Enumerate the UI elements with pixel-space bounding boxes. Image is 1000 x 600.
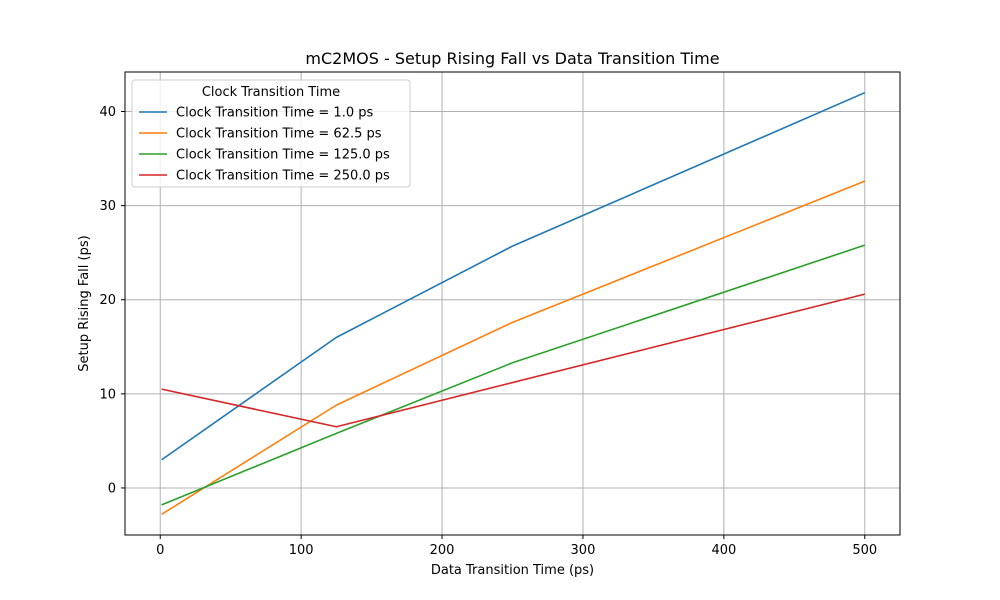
legend-box (131, 79, 411, 188)
series-line (161, 293, 865, 428)
x-tick-label: 300 (571, 543, 596, 558)
series-line (161, 244, 866, 506)
y-tick-label: 20 (99, 293, 116, 308)
plot-frame (124, 71, 901, 536)
y-axis-label: Setup Rising Fall (ps) (77, 235, 92, 371)
y-tick-label: 40 (99, 105, 116, 120)
legend: Clock Transition Time Clock Transition T… (131, 79, 411, 188)
legend-label: Clock Transition Time = 125.0 ps (176, 148, 390, 163)
x-tick-label: 0 (156, 543, 164, 558)
y-tick-label: 10 (99, 387, 116, 402)
x-tick-label: 200 (430, 543, 455, 558)
x-axis-label: Data Transition Time (ps) (431, 563, 594, 578)
series-line (161, 180, 866, 515)
grid (125, 72, 900, 535)
y-tick-label: 0 (108, 481, 116, 496)
x-tick-label: 400 (711, 543, 736, 558)
x-tick-label: 100 (289, 543, 314, 558)
y-tick-label: 30 (99, 199, 116, 214)
legend-label: Clock Transition Time = 62.5 ps (176, 127, 382, 142)
axis-ticks: 0 100 200 300 400 500 0 10 20 30 40 (99, 105, 877, 558)
chart-title: mC2MOS - Setup Rising Fall vs Data Trans… (305, 49, 719, 68)
series-line (161, 91, 866, 461)
legend-title: Clock Transition Time (202, 85, 340, 100)
legend-label: Clock Transition Time = 1.0 ps (176, 106, 373, 121)
x-tick-label: 500 (852, 543, 877, 558)
series-lines (161, 91, 866, 515)
legend-entries: Clock Transition Time = 1.0 ps Clock Tran… (139, 106, 390, 184)
legend-label: Clock Transition Time = 250.0 ps (176, 169, 390, 184)
